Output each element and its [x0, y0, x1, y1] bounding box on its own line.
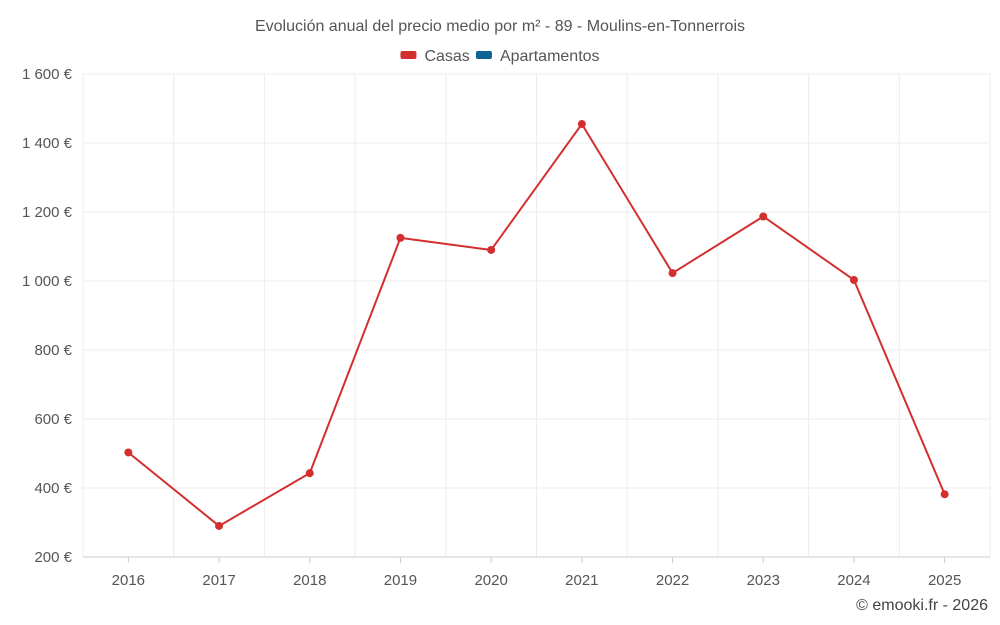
- y-tick-label: 200 €: [34, 549, 72, 566]
- data-point: [124, 448, 133, 457]
- grid: [82, 73, 991, 558]
- series-layer: [124, 120, 949, 530]
- x-tick-label: 2021: [565, 572, 598, 589]
- x-tick-label: 2025: [928, 572, 961, 589]
- x-tick-label: 2023: [747, 572, 780, 589]
- credit-text: © emooki.fr - 2026: [856, 597, 988, 614]
- data-point: [668, 269, 677, 278]
- legend-label: Apartamentos: [500, 48, 600, 65]
- y-tick-label: 800 €: [34, 342, 72, 359]
- x-tick-label: 2022: [656, 572, 689, 589]
- data-point: [849, 275, 858, 284]
- x-tick-label: 2018: [293, 572, 326, 589]
- x-tick-label: 2020: [474, 572, 507, 589]
- y-tick-label: 1 600 €: [22, 66, 73, 83]
- data-point: [940, 490, 949, 499]
- data-point: [577, 120, 586, 129]
- x-tick-label: 2024: [837, 572, 870, 589]
- data-point: [396, 233, 405, 242]
- y-tick-label: 600 €: [34, 411, 72, 428]
- y-tick-label: 1 400 €: [22, 135, 73, 152]
- legend-label: Casas: [424, 48, 469, 65]
- y-tick-label: 1 200 €: [22, 204, 73, 221]
- data-point: [759, 212, 768, 221]
- legend-swatch: [475, 51, 492, 59]
- data-point: [215, 521, 224, 530]
- x-tick-label: 2017: [202, 572, 235, 589]
- y-tick-label: 1 000 €: [22, 273, 73, 290]
- legend: Casas Apartamentos: [400, 48, 600, 65]
- data-point: [487, 245, 496, 254]
- x-tick-label: 2016: [112, 572, 145, 589]
- data-point: [305, 469, 314, 478]
- x-tick-label: 2019: [384, 572, 417, 589]
- legend-swatch: [400, 51, 417, 59]
- chart-title: Evolución anual del precio medio por m² …: [255, 18, 745, 35]
- axes: 200 € 400 € 600 € 800 € 1 000 € 1 200 € 1 400 …: [22, 66, 990, 589]
- series-line-casas: [127, 123, 946, 527]
- y-tick-label: 400 €: [34, 480, 72, 497]
